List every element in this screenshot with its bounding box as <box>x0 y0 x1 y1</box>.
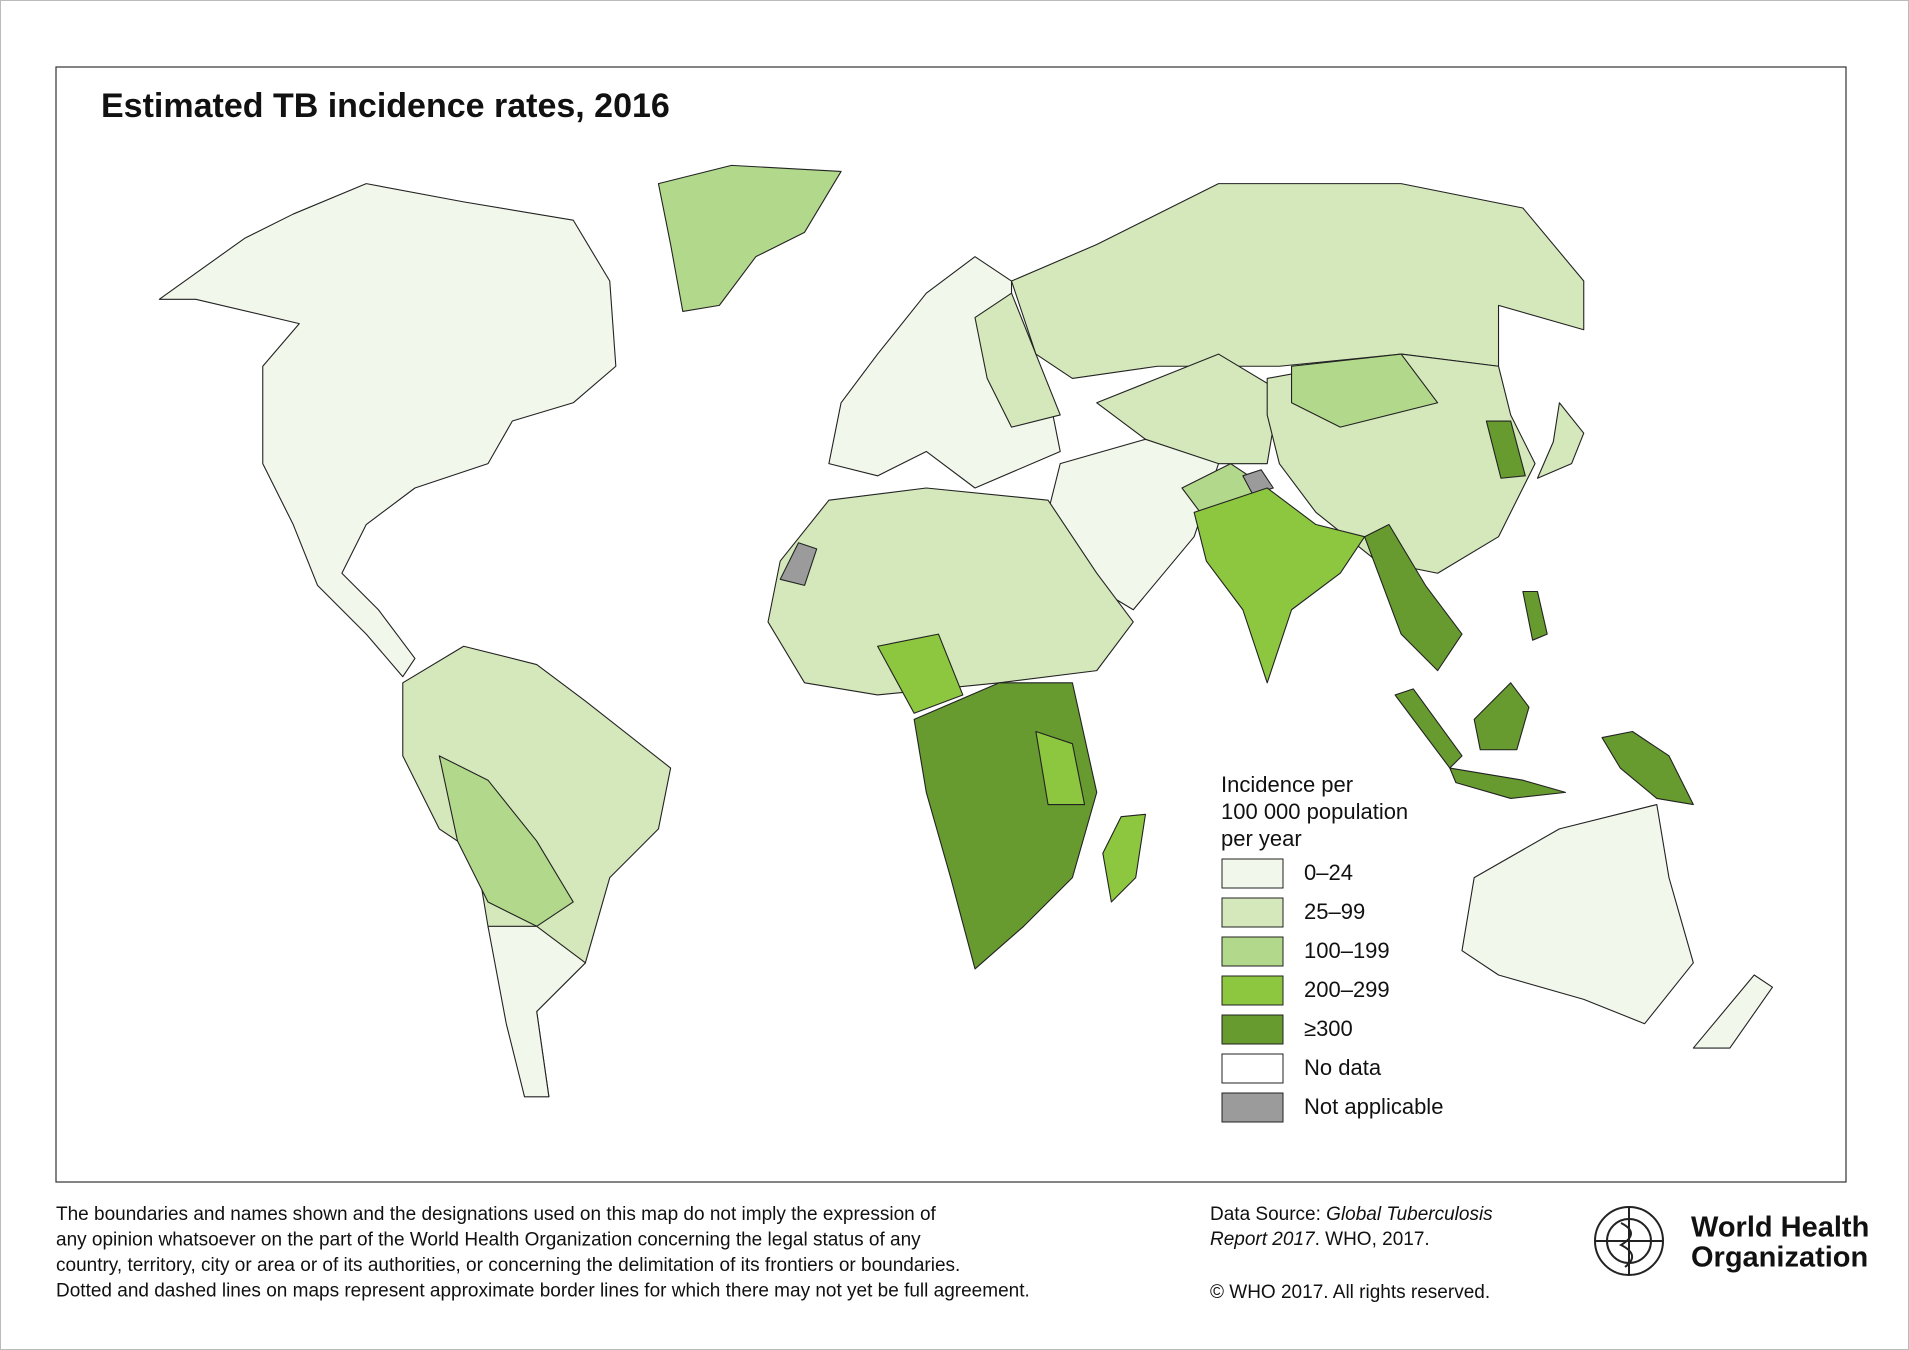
source-prefix: Data Source: <box>1210 1204 1326 1225</box>
legend-swatch <box>1221 897 1284 928</box>
north-africa <box>767 487 1134 696</box>
legend-label: 25–99 <box>1304 899 1365 924</box>
north-america <box>158 183 617 678</box>
nigeria <box>877 633 964 714</box>
disclaimer-line: any opinion whatsoever on the part of th… <box>56 1230 921 1251</box>
java <box>1449 767 1567 800</box>
peru-bolivia <box>438 755 574 927</box>
legend-label: 0–24 <box>1304 860 1353 885</box>
new-zealand <box>1692 974 1774 1049</box>
southern-cone <box>487 925 586 1098</box>
southeast-asia <box>1364 523 1463 672</box>
disclaimer-line: Dotted and dashed lines on maps represen… <box>56 1281 1030 1302</box>
legend-title: 100 000 population <box>1221 799 1408 824</box>
legend-title: per year <box>1221 826 1302 851</box>
mongolia <box>1291 353 1439 428</box>
japan <box>1536 402 1585 479</box>
disclaimer-line: country, territory, city or area or of i… <box>56 1255 960 1276</box>
philippines <box>1522 590 1548 641</box>
new-guinea <box>1601 730 1694 806</box>
data-source: Report 2017. WHO, 2017. <box>1210 1229 1430 1250</box>
copyright: © WHO 2017. All rights reserved. <box>1210 1282 1490 1303</box>
eastern-europe <box>974 292 1061 428</box>
legend-label: Not applicable <box>1304 1094 1443 1119</box>
legend-label: ≥300 <box>1304 1016 1353 1041</box>
source-title: Report 2017 <box>1210 1229 1316 1250</box>
disclaimer-line: The boundaries and names shown and the d… <box>56 1204 937 1225</box>
india <box>1193 487 1366 684</box>
legend-swatch <box>1221 936 1284 967</box>
legend-title: Incidence per <box>1221 772 1353 797</box>
data-source: Data Source: Global Tuberculosis <box>1210 1204 1493 1225</box>
legend-swatch <box>1221 858 1284 889</box>
legend-swatch <box>1221 1014 1284 1045</box>
logo-text: World Health <box>1691 1212 1869 1244</box>
who-emblem <box>1594 1206 1664 1276</box>
legend-swatch <box>1221 975 1284 1006</box>
source-rest: . WHO, 2017. <box>1315 1229 1430 1250</box>
sumatra <box>1394 688 1463 769</box>
legend-swatch <box>1221 1053 1284 1084</box>
greenland <box>657 164 842 313</box>
legend-label: No data <box>1304 1055 1382 1080</box>
logo-text: Organization <box>1691 1242 1868 1274</box>
legend-label: 100–199 <box>1304 938 1390 963</box>
source-title: Global Tuberculosis <box>1326 1204 1493 1225</box>
footer: The boundaries and names shown and the d… <box>56 1204 1030 1302</box>
madagascar <box>1102 813 1146 903</box>
world-map <box>158 164 1774 1098</box>
tanzania <box>1035 730 1086 806</box>
legend-swatch <box>1221 1092 1284 1123</box>
russia <box>1010 183 1585 379</box>
map-title: Estimated TB incidence rates, 2016 <box>101 87 670 125</box>
australia <box>1461 804 1694 1025</box>
western-sahara <box>779 542 818 586</box>
korea <box>1485 420 1526 479</box>
borneo <box>1473 682 1530 751</box>
legend-label: 200–299 <box>1304 977 1390 1002</box>
